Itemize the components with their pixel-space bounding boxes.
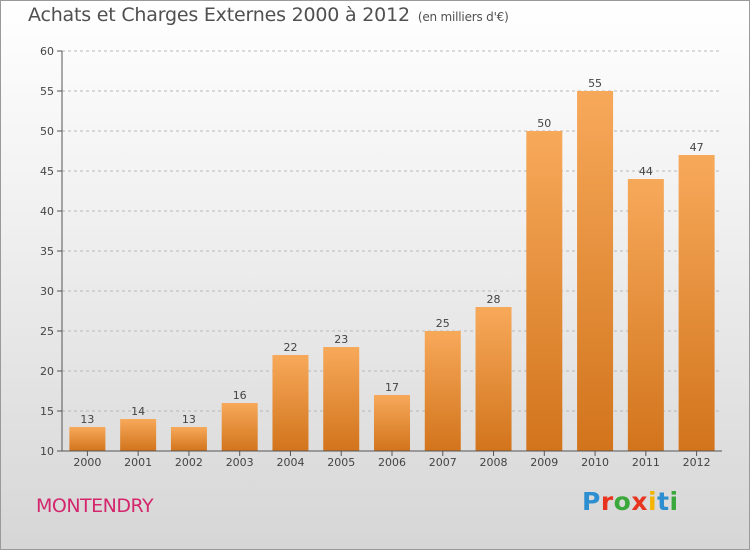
- bar: [627, 179, 664, 451]
- bar: [170, 427, 207, 451]
- x-tick-label: 2009: [530, 456, 558, 469]
- data-label: 16: [233, 389, 247, 402]
- bar: [374, 395, 410, 451]
- data-label: 55: [588, 77, 602, 90]
- logo-letter: P: [582, 487, 601, 516]
- x-tick-label: 2000: [73, 456, 101, 469]
- bar: [577, 91, 614, 451]
- logo-letter: i: [648, 487, 658, 516]
- chart-unit: (en milliers d'€): [417, 10, 509, 24]
- x-tick-label: 2011: [632, 456, 660, 469]
- data-label: 13: [80, 413, 94, 426]
- data-label: 14: [131, 405, 145, 418]
- bar: [69, 427, 106, 451]
- x-tick-label: 2003: [226, 456, 254, 469]
- data-label: 44: [639, 165, 653, 178]
- y-tick-label: 30: [40, 285, 54, 298]
- x-tick-label: 2007: [429, 456, 457, 469]
- y-tick-label: 40: [40, 205, 54, 218]
- y-tick-label: 15: [40, 405, 54, 418]
- proxiti-logo: Proxiti: [582, 487, 679, 516]
- bar: [120, 419, 157, 451]
- x-tick-label: 2012: [683, 456, 711, 469]
- bars-group: 13 14 13 16 22 23 17 25 28 50 55 44 47: [69, 77, 715, 451]
- data-label: 17: [385, 381, 399, 394]
- logo-letter: o: [613, 487, 632, 516]
- x-tick-label: 2010: [581, 456, 609, 469]
- axes: 10 15 20 25 30 35 40 45 50 55 60 2000 2001 2002 2003 20…: [40, 45, 722, 469]
- y-tick-label: 25: [40, 325, 54, 338]
- grid-lines: [62, 50, 722, 412]
- y-tick-label: 60: [40, 45, 54, 58]
- bar: [678, 155, 715, 451]
- logo-letter: i: [669, 487, 679, 516]
- data-label: 13: [182, 413, 196, 426]
- data-label: 25: [436, 317, 450, 330]
- data-label: 50: [537, 117, 551, 130]
- bar: [475, 307, 512, 451]
- x-tick-label: 2002: [175, 456, 203, 469]
- logo-letter: x: [631, 487, 648, 516]
- x-tick-label: 2005: [327, 456, 355, 469]
- y-tick-label: 55: [40, 85, 54, 98]
- y-tick-label: 20: [40, 365, 54, 378]
- data-label: 47: [690, 141, 704, 154]
- data-label: 23: [334, 333, 348, 346]
- y-tick-label: 10: [40, 445, 54, 458]
- y-tick-label: 35: [40, 245, 54, 258]
- x-tick-label: 2004: [276, 456, 304, 469]
- bar: [526, 131, 563, 451]
- bar: [272, 355, 309, 451]
- data-label: 22: [283, 341, 297, 354]
- data-label: 28: [487, 293, 501, 306]
- y-tick-label: 45: [40, 165, 54, 178]
- location-name: MONTENDRY: [36, 495, 154, 517]
- bar: [323, 347, 360, 451]
- chart-title: Achats et Charges Externes 2000 à 2012 (e…: [28, 4, 509, 26]
- bar: [424, 331, 461, 451]
- logo-letter: r: [600, 487, 614, 516]
- x-tick-label: 2008: [480, 456, 508, 469]
- logo-letter: t: [657, 487, 670, 516]
- x-tick-label: 2006: [378, 456, 406, 469]
- y-tick-label: 50: [40, 125, 54, 138]
- bar: [221, 403, 258, 451]
- chart-title-text: Achats et Charges Externes 2000 à 2012: [28, 4, 410, 26]
- x-tick-label: 2001: [124, 456, 152, 469]
